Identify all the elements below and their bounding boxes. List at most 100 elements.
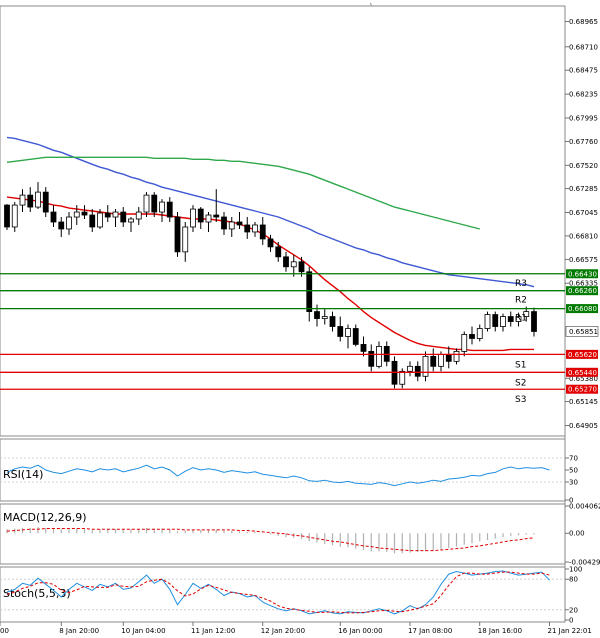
candle-body-up (461, 334, 468, 352)
level-price-label: 0.66080 (568, 305, 597, 313)
rsi-tick-label: 50 (569, 467, 578, 475)
candle-body-up (252, 224, 258, 233)
candle-body-down (42, 191, 49, 213)
time-tick-label: 00 (0, 627, 9, 635)
candle-body-down (306, 271, 313, 312)
candle-body-down (89, 214, 96, 228)
candle-body-down (259, 224, 266, 240)
candle-body-down (27, 194, 34, 208)
level-price-label: 0.66260 (568, 287, 597, 295)
candle-body-down (221, 216, 227, 230)
candle-body-down (360, 344, 367, 352)
candle-body-up (345, 328, 351, 337)
level-price-label: 0.65440 (568, 369, 597, 377)
rsi-tick-label: 0 (569, 497, 573, 505)
rsi-line (6, 464, 550, 487)
candle-body-down (120, 211, 127, 223)
current-price-label: 0.65851 (569, 328, 598, 336)
candle-body-up (407, 365, 413, 372)
current-price-box (565, 326, 599, 337)
candle-body-down (244, 224, 251, 233)
pivot-levels: R3 0.66430 R2 0.66260 R1 0.66080 S1 0.65620 S2 0.… (0, 269, 598, 405)
candle-body-up (182, 226, 189, 253)
level-name-r2: R2 (515, 296, 527, 306)
candle-body-up (453, 350, 460, 362)
candle-body-down (58, 221, 65, 230)
level-name-s2: S2 (515, 378, 526, 388)
level-name-s1: S1 (515, 360, 526, 370)
level-price-box (566, 367, 598, 377)
stoch-k-line (6, 570, 550, 615)
time-tick-label: 21 Jan 22:01 (548, 627, 592, 635)
stoch-tick-label: 80 (569, 576, 578, 584)
time-tick-label: 16 Jan 00:00 (338, 627, 382, 635)
price-tick-label: 0.68475 (569, 67, 598, 75)
candle-body-down (368, 350, 375, 367)
candle-body-up (484, 314, 491, 329)
level-name-r1: R1 (515, 314, 527, 324)
candle-body-down (329, 316, 336, 327)
candle-body-down (298, 261, 305, 273)
price-tick-label: 0.66575 (569, 256, 598, 264)
stoch-tick-label: 0 (569, 617, 573, 625)
stoch-tick-label: 20 (569, 606, 578, 614)
macd-histogram (6, 527, 535, 554)
level-name-r3: R3 (515, 279, 527, 289)
candlesticks (4, 182, 537, 389)
macd-title: MACD(12,26,9) (3, 511, 87, 524)
candle-body-up (73, 211, 80, 218)
ma-line-3 (6, 156, 480, 230)
candle-body-up (500, 316, 506, 327)
level-price-label: 0.66430 (568, 270, 597, 278)
time-axis: 00 8 Jan 20:00 10 Jan 04:00 11 Jan 12:00 12 … (0, 622, 592, 635)
price-axis: 0.68965 0.68710 0.68475 0.68235 0.67995 0.677… (565, 18, 598, 430)
candle-body-down (197, 208, 204, 223)
time-tick-label: 8 Jan 20:00 (59, 627, 99, 635)
price-panel: 0.68965 0.68710 0.68475 0.68235 0.67995 0.677… (0, 2, 599, 622)
rsi-axis: 70 50 30 0 (0, 455, 578, 505)
level-name-s3: S3 (515, 395, 526, 405)
price-tick-label: 0.68235 (569, 91, 598, 99)
stoch-panel-frame (0, 566, 566, 623)
candle-body-up (205, 214, 212, 223)
candle-body-down (151, 194, 158, 213)
candle-body-up (290, 261, 297, 268)
rsi-panel: RSI(14) 70 50 30 0 (0, 438, 578, 505)
stoch-panel: Stoch(5,5,3) 100 80 20 0 (0, 566, 582, 625)
macd-panel: MACD(12,26,9) 0.004062 0.00 -0.004297 (0, 503, 600, 567)
candle-body-up (112, 211, 119, 218)
price-tick-label: 0.65380 (569, 375, 598, 383)
level-price-box (566, 304, 598, 314)
stoch-title: Stoch(5,5,3) (3, 587, 71, 600)
stoch-tick-label: 100 (569, 566, 582, 574)
macd-axis: 0.004062 0.00 -0.004297 (565, 503, 600, 567)
price-tick-label: 0.67285 (569, 185, 598, 193)
candle-body-down (50, 211, 57, 223)
macd-signal-series (6, 528, 535, 552)
candle-body-down (166, 201, 173, 218)
candle-body-down (283, 256, 289, 268)
level-price-box (566, 384, 598, 394)
candle-body-up (159, 201, 165, 213)
candle-body-up (515, 316, 522, 322)
candle-body-down (104, 212, 111, 218)
level-price-label: 0.65270 (568, 386, 597, 394)
price-tick-label: 0.65145 (569, 398, 598, 406)
stoch-axis: 100 80 20 0 (0, 566, 582, 625)
candle-body-down (531, 311, 537, 332)
current-price-tag: 0.65851 (565, 326, 599, 337)
candle-body-up (35, 191, 41, 208)
price-tick-label: 0.68710 (569, 43, 598, 51)
candle-body-up (476, 328, 483, 339)
price-tick-label: 0.67520 (569, 162, 598, 170)
candle-body-up (321, 316, 328, 319)
candle-body-up (11, 204, 18, 228)
time-tick-label: 17 Jan 08:00 (408, 627, 452, 635)
candle-body-down (445, 353, 452, 362)
chart-shift-marker (369, 2, 373, 7)
level-price-box (566, 349, 598, 359)
candle-body-up (135, 211, 142, 220)
rsi-tick-label: 70 (569, 455, 578, 463)
candle-body-down (4, 204, 10, 228)
candle-body-down (236, 221, 243, 226)
